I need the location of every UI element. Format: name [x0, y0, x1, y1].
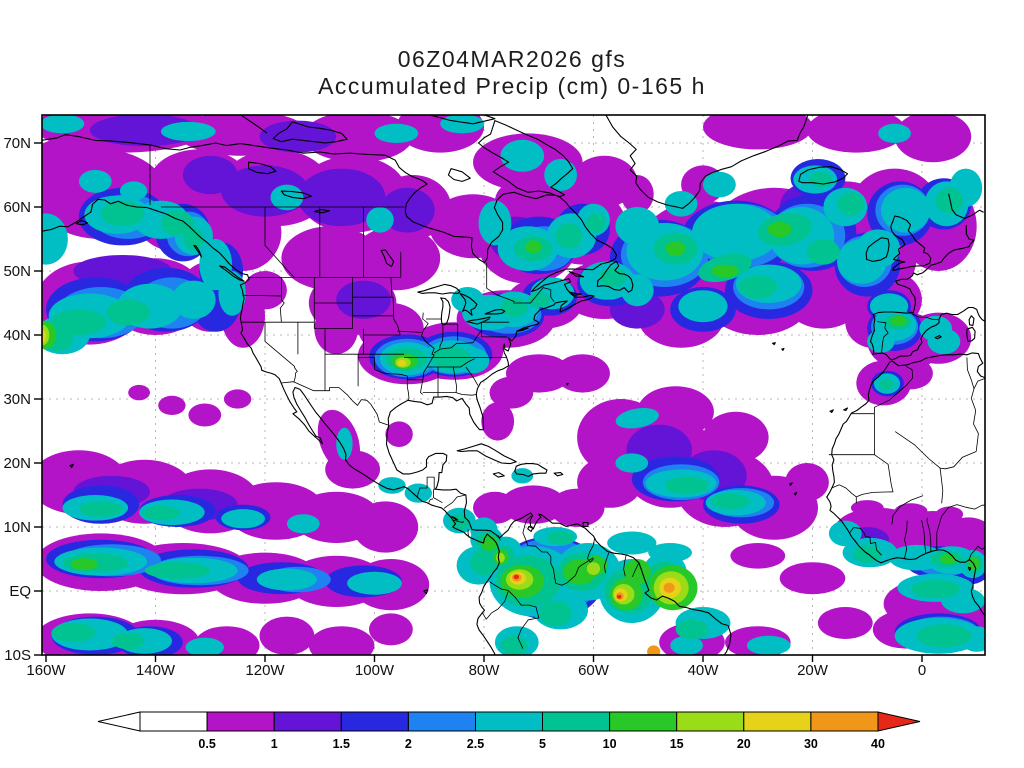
lat-tick-label: 10N	[3, 519, 31, 536]
country-borders	[149, 144, 985, 649]
chart-title-line2: Accumulated Precip (cm) 0-165 h	[318, 73, 706, 99]
colorbar-tick-label: 0.5	[198, 737, 215, 751]
lat-tick-label: 70N	[3, 135, 31, 152]
lon-tick-label: 80W	[469, 662, 501, 679]
colorbar-tick-label: 1	[271, 737, 278, 751]
lon-tick-label: 20W	[797, 662, 829, 679]
lat-tick-label: 10S	[4, 647, 31, 664]
lat-tick-label: 50N	[3, 263, 31, 280]
lon-tick-label: 120W	[245, 662, 285, 679]
colorbar-tick-label: 2	[405, 737, 412, 751]
lat-tick-label: 30N	[3, 391, 31, 408]
lat-tick-label: 60N	[3, 199, 31, 216]
chart-title-block: 06Z04MAR2026 gfs Accumulated Precip (cm)…	[0, 46, 1024, 100]
colorbar-tick-label: 1.5	[333, 737, 350, 751]
lat-tick-label: 20N	[3, 455, 31, 472]
colorbar-tick-label: 30	[804, 737, 818, 751]
axis-labels: 160W 140W 120W 100W 80W 60W 40W 20W 0 70N 60N 50N 40…	[3, 135, 926, 679]
lon-tick-label: 100W	[355, 662, 395, 679]
lon-tick-label: 140W	[136, 662, 176, 679]
lon-tick-label: 40W	[688, 662, 720, 679]
precip-field	[42, 115, 985, 655]
colorbar-tick-label: 40	[871, 737, 885, 751]
colorbar-right-arrow	[877, 711, 921, 732]
colorbar-tick-label: 2.5	[467, 737, 484, 751]
coastlines	[42, 115, 985, 655]
map-frame	[41, 114, 986, 656]
colorbar-tick-label: 20	[737, 737, 751, 751]
colorbar: 0.5 1 1.5 2 2.5 5 10 15 20 30 40	[97, 711, 921, 751]
lat-tick-label: 40N	[3, 327, 31, 344]
colorbar-tick-label: 5	[539, 737, 546, 751]
lon-tick-label: 60W	[578, 662, 610, 679]
lon-tick-label: 160W	[26, 662, 66, 679]
colorbar-tick-label: 10	[603, 737, 617, 751]
lon-tick-label: 0	[918, 662, 926, 679]
colorbar-tick-label: 15	[670, 737, 684, 751]
lat-tick-label: EQ	[9, 583, 31, 600]
map-area	[42, 115, 985, 655]
chart-title-line1: 06Z04MAR2026 gfs	[397, 46, 627, 72]
